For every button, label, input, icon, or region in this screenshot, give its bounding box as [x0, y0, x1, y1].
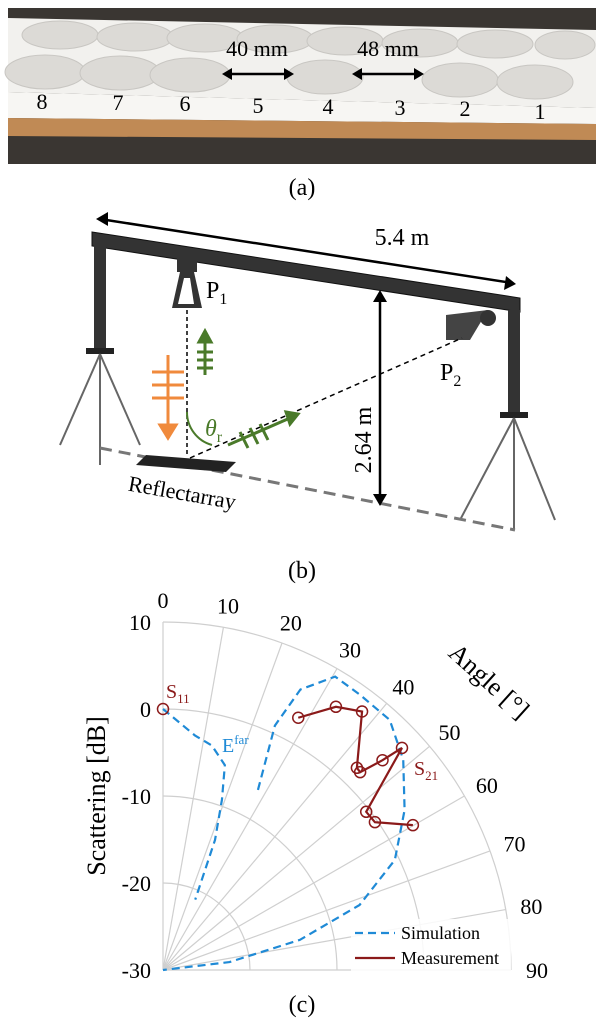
dimension-label: 40 mm — [226, 36, 288, 61]
annotation-superscript: far — [234, 732, 249, 747]
x-tick-label: 60 — [476, 773, 498, 798]
legend-label: Simulation — [401, 923, 480, 943]
target-label: Reflectarray — [127, 471, 238, 514]
y-tick-label: -20 — [122, 871, 151, 896]
angle-subscript: r — [217, 429, 223, 446]
x-tick-label: 0 — [158, 588, 169, 613]
annotation: Efar — [222, 732, 249, 757]
angle-label: θ — [205, 416, 217, 442]
span-label: 5.4 m — [375, 225, 430, 251]
probe-label: P1 — [206, 278, 227, 308]
angle-label: θr — [205, 416, 223, 446]
y-axis-label: Scattering [dB] — [82, 716, 111, 876]
annotation-subscript: 21 — [425, 768, 438, 783]
slot-label: 3 — [395, 95, 406, 120]
annotation-text: S — [414, 758, 425, 780]
annotation-text: E — [222, 735, 234, 757]
polar-chart: -30 -20 -10 0 10 0 10 20 30 40 50 60 70 80 90 Simulatio… — [82, 588, 548, 983]
probe-label: P — [206, 278, 219, 304]
caption: (c) — [289, 992, 316, 1018]
slot-label: 1 — [535, 99, 546, 124]
legend-label: Measurement — [401, 948, 499, 968]
probe-label: P2 — [440, 360, 461, 390]
y-tick-label: 0 — [140, 697, 151, 722]
x-tick-label: 50 — [439, 720, 461, 745]
probe-subscript: 1 — [219, 291, 227, 308]
x-axis-label: Angle [°] — [443, 638, 535, 725]
y-tick-label: -30 — [122, 958, 151, 983]
x-tick-label: 20 — [280, 610, 302, 635]
height-label: 2.64 m — [351, 406, 377, 473]
probe-subscript: 2 — [453, 373, 461, 390]
annotation-subscript: 11 — [177, 691, 190, 706]
probe-label: P — [440, 360, 453, 386]
y-tick-label: 10 — [129, 610, 151, 635]
slot-label: 4 — [323, 94, 334, 119]
dimension-label: 48 mm — [357, 36, 419, 61]
figure: 40 mm 48 mm 8 7 6 5 4 3 2 1 (a) — [0, 0, 604, 1023]
slot-label: 8 — [37, 89, 48, 114]
annotation-text: S — [166, 681, 177, 703]
caption: (a) — [289, 175, 316, 201]
x-tick-label: 80 — [520, 894, 542, 919]
y-tick-label: -10 — [122, 784, 151, 809]
x-tick-label: 10 — [217, 594, 239, 619]
x-tick-label: 70 — [503, 831, 525, 856]
x-tick-label: 90 — [526, 958, 548, 983]
slot-label: 5 — [253, 93, 264, 118]
slot-label: 7 — [113, 90, 124, 115]
caption: (b) — [288, 558, 316, 584]
photo — [5, 8, 596, 164]
slot-label: 6 — [180, 91, 191, 116]
slot-label: 2 — [460, 96, 471, 121]
series-line — [298, 707, 413, 825]
annotation: S11 — [166, 681, 190, 706]
annotation: S21 — [414, 758, 438, 783]
x-tick-label: 30 — [339, 638, 361, 663]
x-tick-label: 40 — [392, 675, 414, 700]
